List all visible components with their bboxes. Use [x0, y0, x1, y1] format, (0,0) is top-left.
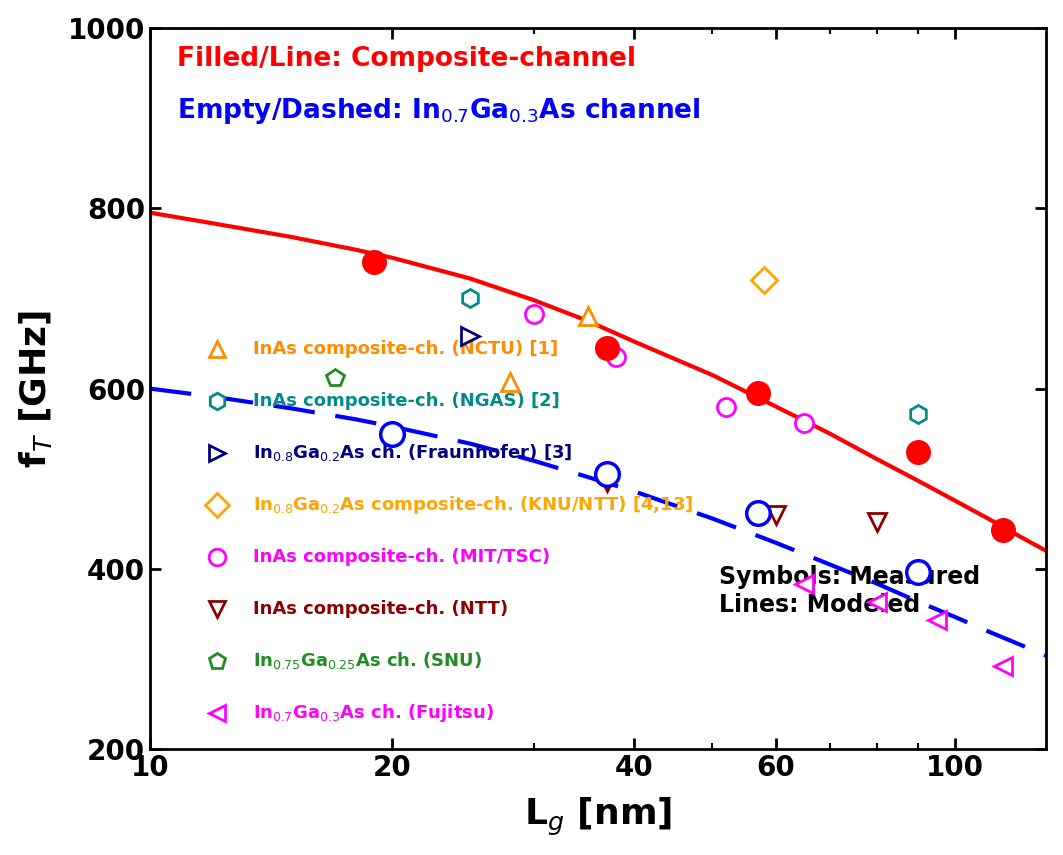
- Text: Empty/Dashed: In$_{0.7}$Ga$_{0.3}$As channel: Empty/Dashed: In$_{0.7}$Ga$_{0.3}$As cha…: [176, 97, 701, 127]
- Text: Filled/Line: Composite-channel: Filled/Line: Composite-channel: [176, 45, 636, 72]
- Text: InAs composite-ch. (NTT): InAs composite-ch. (NTT): [253, 599, 508, 617]
- Text: InAs composite-ch. (MIT/TSC): InAs composite-ch. (MIT/TSC): [253, 548, 550, 566]
- Text: In$_{0.8}$Ga$_{0.2}$As ch. (Fraunhofer) [3]: In$_{0.8}$Ga$_{0.2}$As ch. (Fraunhofer) …: [253, 442, 572, 463]
- Text: In$_{0.8}$Ga$_{0.2}$As composite-ch. (KNU/NTT) [4,13]: In$_{0.8}$Ga$_{0.2}$As composite-ch. (KN…: [253, 494, 693, 516]
- Text: Symbols: Measured
Lines: Modeled: Symbols: Measured Lines: Modeled: [719, 565, 980, 616]
- Y-axis label: f$_T$ [GHz]: f$_T$ [GHz]: [17, 310, 53, 468]
- X-axis label: L$_g$ [nm]: L$_g$ [nm]: [524, 796, 672, 839]
- Text: In$_{0.75}$Ga$_{0.25}$As ch. (SNU): In$_{0.75}$Ga$_{0.25}$As ch. (SNU): [253, 650, 483, 671]
- Text: InAs composite-ch. (NGAS) [2]: InAs composite-ch. (NGAS) [2]: [253, 392, 559, 410]
- Text: InAs composite-ch. (NCTU) [1]: InAs composite-ch. (NCTU) [1]: [253, 340, 558, 358]
- Text: In$_{0.7}$Ga$_{0.3}$As ch. (Fujitsu): In$_{0.7}$Ga$_{0.3}$As ch. (Fujitsu): [253, 702, 494, 723]
